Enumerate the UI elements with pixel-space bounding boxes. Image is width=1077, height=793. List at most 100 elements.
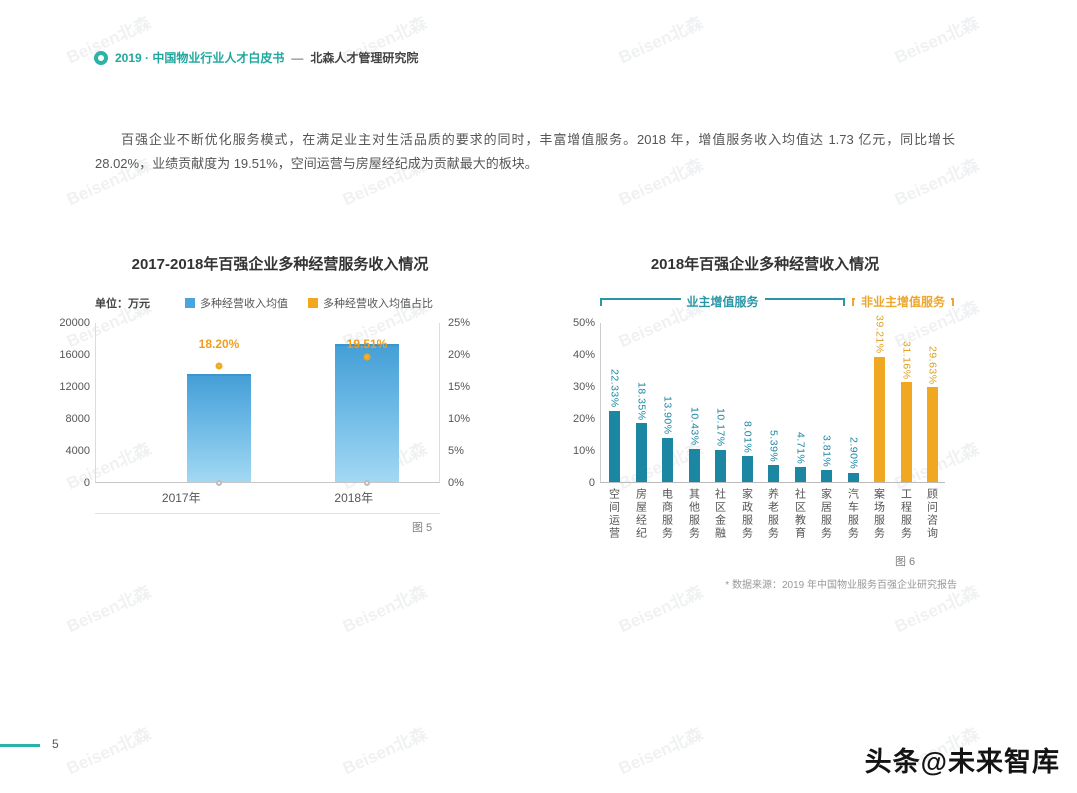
bar-column: 10.43% xyxy=(681,323,708,482)
legend-label: 多种经营收入均值 xyxy=(200,298,288,310)
y-tick: 5% xyxy=(448,445,464,457)
x-tick-2017: 2017年 xyxy=(161,491,201,505)
x-axis-labels: 空间运营 房屋经纪 电商服务 其他服务 社区金融 家政服务 养老服务 社区教育 … xyxy=(600,488,945,552)
toutiao-brand-watermark: 头条@未来智库 xyxy=(864,747,1060,777)
y-tick: 50% xyxy=(572,317,595,329)
x-category: 社区教育 xyxy=(793,488,806,540)
bar-value-label: 5.39% xyxy=(767,429,780,462)
x-category: 社区金融 xyxy=(713,488,726,540)
bar xyxy=(848,472,859,482)
bar-value-label: 22.33% xyxy=(608,368,621,408)
bar-value-label: 10.17% xyxy=(714,407,727,447)
bracket-line-icon xyxy=(600,298,681,306)
bar-value-label: 39.21% xyxy=(873,314,886,354)
y-tick: 20% xyxy=(448,349,471,361)
bracket-line-icon xyxy=(951,298,955,306)
figure5-caption: 图 5 xyxy=(412,522,433,534)
x-category: 房屋经纪 xyxy=(634,488,647,540)
bar-column: 5.39% xyxy=(760,323,787,482)
baseline-dot-icon xyxy=(216,480,222,486)
figure6-caption: 图 6 xyxy=(895,556,916,568)
unit-label: 单位：万元 xyxy=(95,298,150,310)
y-tick: 40% xyxy=(572,349,595,361)
bar xyxy=(689,448,700,482)
chart5-title: 2017-2018年百强企业多种经营服务收入情况 xyxy=(131,256,429,273)
legend-label: 多种经营收入均值占比 xyxy=(323,298,433,310)
data-source-footnote: * 数据来源：2019 年中国物业服务百强企业研究报告 xyxy=(725,580,957,591)
y-tick: 20000 xyxy=(59,317,90,329)
group-bracket-non-owner: 非业主增值服务 xyxy=(852,293,955,310)
bracket-line-icon xyxy=(852,298,855,306)
group-bracket-owner: 业主增值服务 xyxy=(600,293,846,310)
bar xyxy=(821,469,832,482)
bar-column: 10.17% xyxy=(707,323,734,482)
chart-figure-5: 2017-2018年百强企业多种经营服务收入情况 单位：万元 多种经营收入均值 … xyxy=(59,245,550,545)
y-axis-left: 20000 16000 12000 8000 4000 0 xyxy=(59,317,90,489)
x-category: 家居服务 xyxy=(819,488,832,540)
x-category: 工程服务 xyxy=(899,488,912,540)
bar-column: 13.90% xyxy=(654,323,681,482)
bar xyxy=(636,423,647,482)
y-tick: 10% xyxy=(572,445,595,457)
bar xyxy=(927,387,938,482)
x-category: 空间运营 xyxy=(607,488,620,540)
ratio-label-2018: 19.51% xyxy=(346,337,388,351)
chart-figure-6: 2018年百强企业多种经营收入情况 业主增值服务 非业主增值服务 50% 40%… xyxy=(572,245,975,591)
header-subtitle: 北森人才管理研究院 xyxy=(310,51,419,65)
header-divider: — xyxy=(291,50,304,65)
baseline-dot-icon xyxy=(364,480,370,486)
chart6-plot-area: 22.33% 18.35% 13.90% 10.43% 10.17% 8.01%… xyxy=(600,315,945,483)
bar-value-label: 2.90% xyxy=(847,437,860,470)
group-label-owner: 业主增值服务 xyxy=(686,295,759,309)
y-tick: 8000 xyxy=(65,413,90,425)
bar-column: 18.35% xyxy=(628,323,655,482)
x-category: 汽车服务 xyxy=(846,488,859,540)
body-paragraph: 百强企业不断优化服务模式，在满足业主对生活品质的要求的同时，丰富增值服务。201… xyxy=(95,132,955,171)
y-tick: 30% xyxy=(572,381,595,393)
x-category: 电商服务 xyxy=(660,488,673,540)
x-category: 案场服务 xyxy=(872,488,885,540)
y-tick: 0 xyxy=(588,477,595,489)
bar-column: 22.33% xyxy=(601,323,628,482)
legend-item-marker: 多种经营收入均值占比 xyxy=(308,295,433,311)
bar-column: 3.81% xyxy=(813,323,840,482)
bar xyxy=(874,356,885,482)
bar-value-label: 10.43% xyxy=(688,406,701,446)
bar xyxy=(742,456,753,482)
y-tick: 15% xyxy=(448,381,471,393)
chart5-legend: 多种经营收入均值 多种经营收入均值占比 xyxy=(185,295,433,311)
bar xyxy=(768,464,779,482)
bar xyxy=(795,466,806,482)
y-axis: 50% 40% 30% 20% 10% 0 xyxy=(572,317,595,489)
x-axis-labels: 2017年 2018年 xyxy=(95,489,440,506)
chart6-title: 2018年百强企业多种经营收入情况 xyxy=(650,256,880,273)
bar-column: 31.16% xyxy=(893,323,920,482)
footer-accent-rule xyxy=(0,744,40,747)
bar xyxy=(662,437,673,482)
bar-value-label: 13.90% xyxy=(661,395,674,435)
x-category: 其他服务 xyxy=(687,488,700,540)
x-category: 家政服务 xyxy=(740,488,753,540)
header-title: 2019 · 中国物业行业人才白皮书 xyxy=(115,51,285,65)
legend-item-bar: 多种经营收入均值 xyxy=(185,295,288,311)
bar-value-label: 18.35% xyxy=(635,381,648,421)
chart5-bottom-rule xyxy=(95,513,440,514)
marker-series-swatch-icon xyxy=(308,298,318,308)
y-tick: 20% xyxy=(572,413,595,425)
ratio-marker-2017 xyxy=(215,362,223,369)
bar-value-label: 31.16% xyxy=(900,340,913,380)
bar xyxy=(715,449,726,482)
bar-value-label: 8.01% xyxy=(741,421,754,454)
bar-value-label: 4.71% xyxy=(794,431,807,464)
beisen-logo-icon xyxy=(94,50,108,65)
y-tick: 25% xyxy=(448,317,471,329)
bar-2017 xyxy=(187,373,251,482)
bar-value-label: 29.63% xyxy=(926,345,939,385)
bar-2018 xyxy=(335,343,399,482)
chart5-plot-area: 18.20% 19.51% xyxy=(95,323,440,486)
bar-column: 4.71% xyxy=(787,323,814,482)
y-tick: 0% xyxy=(448,477,464,489)
bar-column: 2.90% xyxy=(840,323,867,482)
bar-series-swatch-icon xyxy=(185,298,195,308)
